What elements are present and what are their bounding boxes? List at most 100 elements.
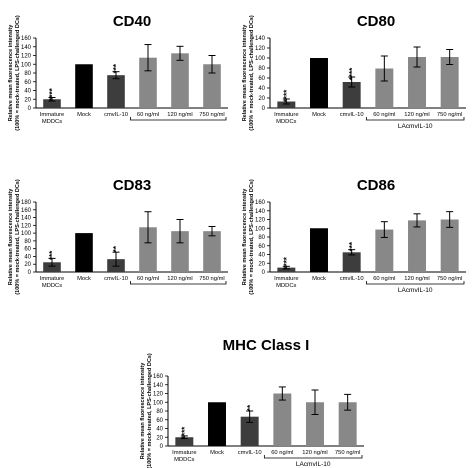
y-axis-label-line2: (100% = mock-treated, LPS-challenged DCs… [15, 15, 21, 131]
x-tick-label: Mock [77, 276, 91, 282]
x-tick-label: Mock [77, 112, 91, 118]
y-tick-label: 100 [21, 231, 32, 237]
y-tick-label: 160 [255, 200, 266, 206]
bar [139, 57, 157, 108]
chart-title: CD86 [357, 177, 395, 194]
x-tick-label: MDDCs [276, 283, 296, 289]
chart-panel-4: CD86 Relative mean fluorescence intensity… [242, 177, 466, 295]
y-tick-label: 60 [258, 76, 265, 82]
y-tick-label: 0 [160, 444, 164, 450]
group-bracket [130, 281, 227, 285]
y-tick-label: 120 [255, 218, 266, 224]
y-tick-label: 80 [258, 66, 265, 72]
bar [171, 231, 189, 272]
y-axis-label: Relative mean fluorescence intensity (100… [242, 179, 255, 295]
significance-marker: ** [112, 245, 121, 252]
bar [408, 57, 426, 108]
y-axis-label: Relative mean fluorescence intensity (100… [8, 15, 21, 131]
y-axis-label-line1: Relative mean fluorescence intensity [8, 24, 14, 122]
x-tick-label: MDDCs [174, 457, 194, 463]
x-tick-label: Immature [274, 112, 298, 118]
x-tick-label: cmvIL-10 [238, 450, 262, 456]
x-tick-label: cmvIL-10 [340, 112, 364, 118]
y-tick-label: 60 [258, 244, 265, 250]
group-label: LAcmvIL-10 [296, 461, 331, 468]
x-tick-label: cmvIL-10 [104, 276, 128, 282]
y-tick-label: 0 [28, 270, 32, 276]
x-tick-label: 750 ng/ml [199, 112, 224, 118]
bar [43, 262, 61, 272]
x-tick-label: 750 ng/ml [437, 276, 462, 282]
y-axis-label: Relative mean fluorescence intensity (100… [8, 179, 21, 295]
y-tick-label: 120 [153, 392, 164, 398]
significance-marker: **** [48, 87, 57, 100]
bar [107, 75, 125, 108]
y-axis-label-line2: (100% = mock-treated, LPS-challenged DCs… [249, 179, 255, 295]
bar [208, 402, 226, 446]
significance-marker: **** [282, 89, 291, 102]
bar [375, 68, 394, 108]
bar [139, 227, 157, 272]
x-tick-label: 60 ng/ml [137, 112, 159, 118]
x-tick-label: Mock [312, 276, 326, 282]
x-tick-label: Immature [172, 450, 196, 456]
bar [310, 58, 328, 108]
y-tick-label: 60 [24, 80, 31, 86]
bar [273, 393, 292, 446]
y-tick-label: 120 [21, 223, 32, 229]
significance-marker: **** [348, 67, 357, 80]
x-tick-label: Mock [312, 112, 326, 118]
y-axis-label: Relative mean fluorescence intensity (100… [242, 15, 255, 131]
x-tick-label: Immature [274, 276, 298, 282]
x-tick-label: 60 ng/ml [373, 112, 395, 118]
y-tick-label: 140 [21, 45, 32, 51]
bar [440, 219, 459, 272]
x-tick-label: MDDCs [42, 283, 62, 289]
x-tick-label: 120 ng/ml [404, 112, 429, 118]
y-tick-label: 20 [24, 97, 31, 103]
chart-panel-3: CD83 Relative mean fluorescence intensity… [8, 177, 228, 295]
group-bracket [365, 117, 465, 121]
y-axis-label-line2: (100% = mock-treated, LPS-challenged DCs… [249, 15, 255, 131]
chart-title: MHC Class I [223, 337, 310, 354]
y-tick-label: 20 [24, 262, 31, 268]
bar [342, 252, 361, 272]
bar [338, 402, 357, 446]
x-tick-label: MDDCs [42, 119, 62, 125]
bar [440, 57, 459, 108]
x-tick-label: Mock [210, 450, 224, 456]
chart-panel-5: MHC Class I Relative mean fluorescence in… [140, 337, 364, 468]
significance-marker: **** [180, 426, 189, 439]
significance-marker: ** [246, 404, 255, 411]
y-tick-label: 180 [21, 200, 32, 206]
y-tick-label: 160 [21, 36, 32, 42]
x-tick-label: cmvIL-10 [104, 112, 128, 118]
x-tick-label: 60 ng/ml [137, 276, 159, 282]
y-tick-label: 40 [24, 254, 31, 260]
bar [375, 229, 394, 272]
x-tick-label: Immature [40, 276, 64, 282]
y-tick-label: 40 [258, 253, 265, 259]
y-tick-label: 140 [255, 209, 266, 215]
y-axis-label-line2: (100% = mock-treated, LPS-challenged DCs… [147, 353, 153, 468]
x-tick-label: 60 ng/ml [373, 276, 395, 282]
bar [240, 416, 259, 446]
x-tick-label: 120 ng/ml [404, 276, 429, 282]
y-tick-label: 120 [255, 46, 266, 52]
bar [306, 402, 324, 446]
y-tick-label: 100 [153, 400, 164, 406]
bar [203, 231, 221, 272]
y-axis-label-line1: Relative mean fluorescence intensity [242, 24, 248, 122]
bar [203, 64, 221, 108]
x-tick-label: cmvIL-10 [340, 276, 364, 282]
x-tick-label: 750 ng/ml [335, 450, 360, 456]
y-tick-label: 0 [262, 106, 266, 112]
chart-title: CD83 [113, 177, 151, 194]
group-bracket [130, 117, 227, 121]
bar [408, 220, 426, 272]
y-tick-label: 120 [21, 54, 32, 60]
y-axis-label-line1: Relative mean fluorescence intensity [140, 362, 146, 460]
chart-panel-2: CD80 Relative mean fluorescence intensity… [242, 13, 466, 131]
y-tick-label: 40 [156, 427, 163, 433]
